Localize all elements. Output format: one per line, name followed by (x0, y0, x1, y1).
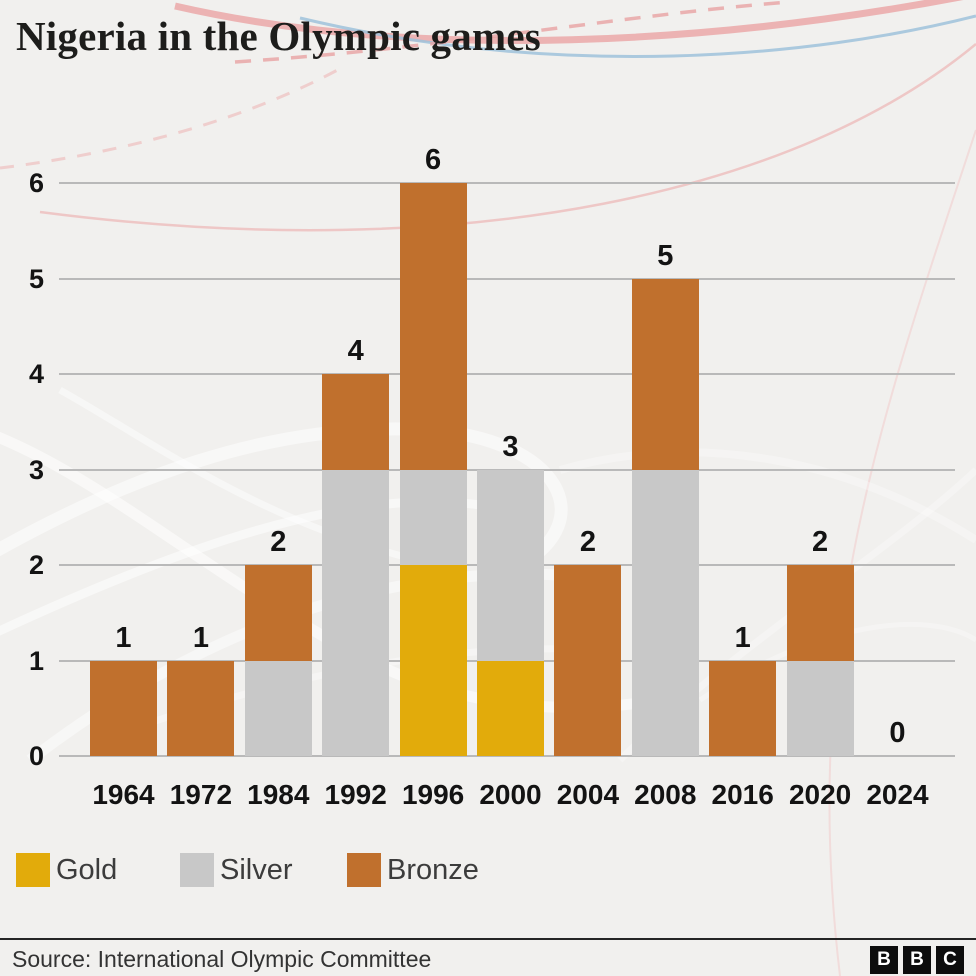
value-label: 2 (270, 526, 287, 558)
value-label: 1 (115, 621, 132, 654)
y-axis-label: 0 (28, 741, 44, 771)
y-axis-label: 2 (28, 550, 44, 580)
value-label: 0 (889, 717, 906, 749)
bar-segment-silver (399, 469, 467, 565)
bbc-logo-letter: B (870, 946, 898, 974)
legend-item-silver: Silver (180, 853, 293, 887)
bar-segment-gold (399, 565, 467, 756)
bar-segment-silver (244, 660, 312, 756)
y-axis-label: 1 (28, 645, 44, 676)
x-axis-label: 2020 (788, 779, 852, 810)
grid-line (59, 182, 955, 184)
grid-line (59, 755, 955, 757)
x-axis-label: 2008 (634, 779, 697, 810)
value-label: 1 (734, 621, 751, 654)
legend-item-gold: Gold (16, 853, 117, 887)
grid-line (59, 373, 955, 375)
value-label: 2 (812, 526, 829, 558)
bar-segment-silver (322, 469, 390, 756)
x-axis-label: 1996 (401, 779, 465, 810)
y-axis-label: 3 (28, 454, 44, 485)
bar-segment-bronze (631, 278, 699, 470)
x-axis-label: 1972 (169, 779, 233, 810)
bar-segment-bronze (167, 660, 235, 756)
y-axis-label: 6 (28, 168, 44, 198)
y-axis-label: 5 (28, 263, 44, 294)
bar-segment-gold (477, 660, 544, 756)
chart-title: Nigeria in the Olympic games (16, 13, 541, 59)
legend-label: Gold (56, 854, 118, 886)
grid-line (59, 277, 955, 280)
source-text: Source: International Olympic Committee (12, 946, 432, 972)
y-axis-label: 4 (28, 359, 44, 389)
value-label: 3 (502, 430, 519, 463)
bar-segment-bronze (322, 374, 390, 470)
legend-item-bronze: Bronze (347, 853, 479, 887)
legend-label: Bronze (387, 854, 479, 886)
bar-segment-silver (477, 469, 544, 661)
value-label: 5 (657, 239, 674, 272)
x-axis-label: 2024 (866, 779, 929, 810)
legend-label: Silver (220, 854, 293, 886)
x-axis-label: 2000 (479, 779, 542, 810)
x-axis-label: 2016 (711, 779, 774, 810)
value-label: 1 (192, 621, 209, 654)
footer-divider (0, 938, 976, 940)
bar-segment-bronze (399, 183, 467, 470)
x-axis-label: 1984 (247, 779, 310, 810)
bar-segment-bronze (786, 565, 854, 661)
legend-swatch-silver (180, 853, 214, 887)
bar-segment-bronze (709, 660, 777, 756)
value-label: 4 (347, 335, 364, 367)
x-axis-label: 2004 (556, 779, 620, 810)
value-label: 2 (579, 526, 596, 558)
bar-segment-silver (631, 469, 699, 756)
bar-segment-bronze (244, 565, 312, 661)
bar-segment-silver (786, 660, 854, 756)
bbc-logo: B B C (870, 946, 964, 974)
legend-swatch-gold (16, 853, 50, 887)
legend-swatch-bronze (347, 853, 381, 887)
bar-segment-bronze (90, 660, 157, 756)
legend: Gold Silver Bronze (0, 853, 976, 891)
x-axis-label: 1964 (92, 779, 155, 810)
value-label: 6 (425, 144, 442, 176)
bbc-logo-letter: C (936, 946, 964, 974)
bbc-logo-letter: B (903, 946, 931, 974)
bar-segment-bronze (554, 565, 622, 756)
x-axis-label: 1992 (324, 779, 387, 810)
